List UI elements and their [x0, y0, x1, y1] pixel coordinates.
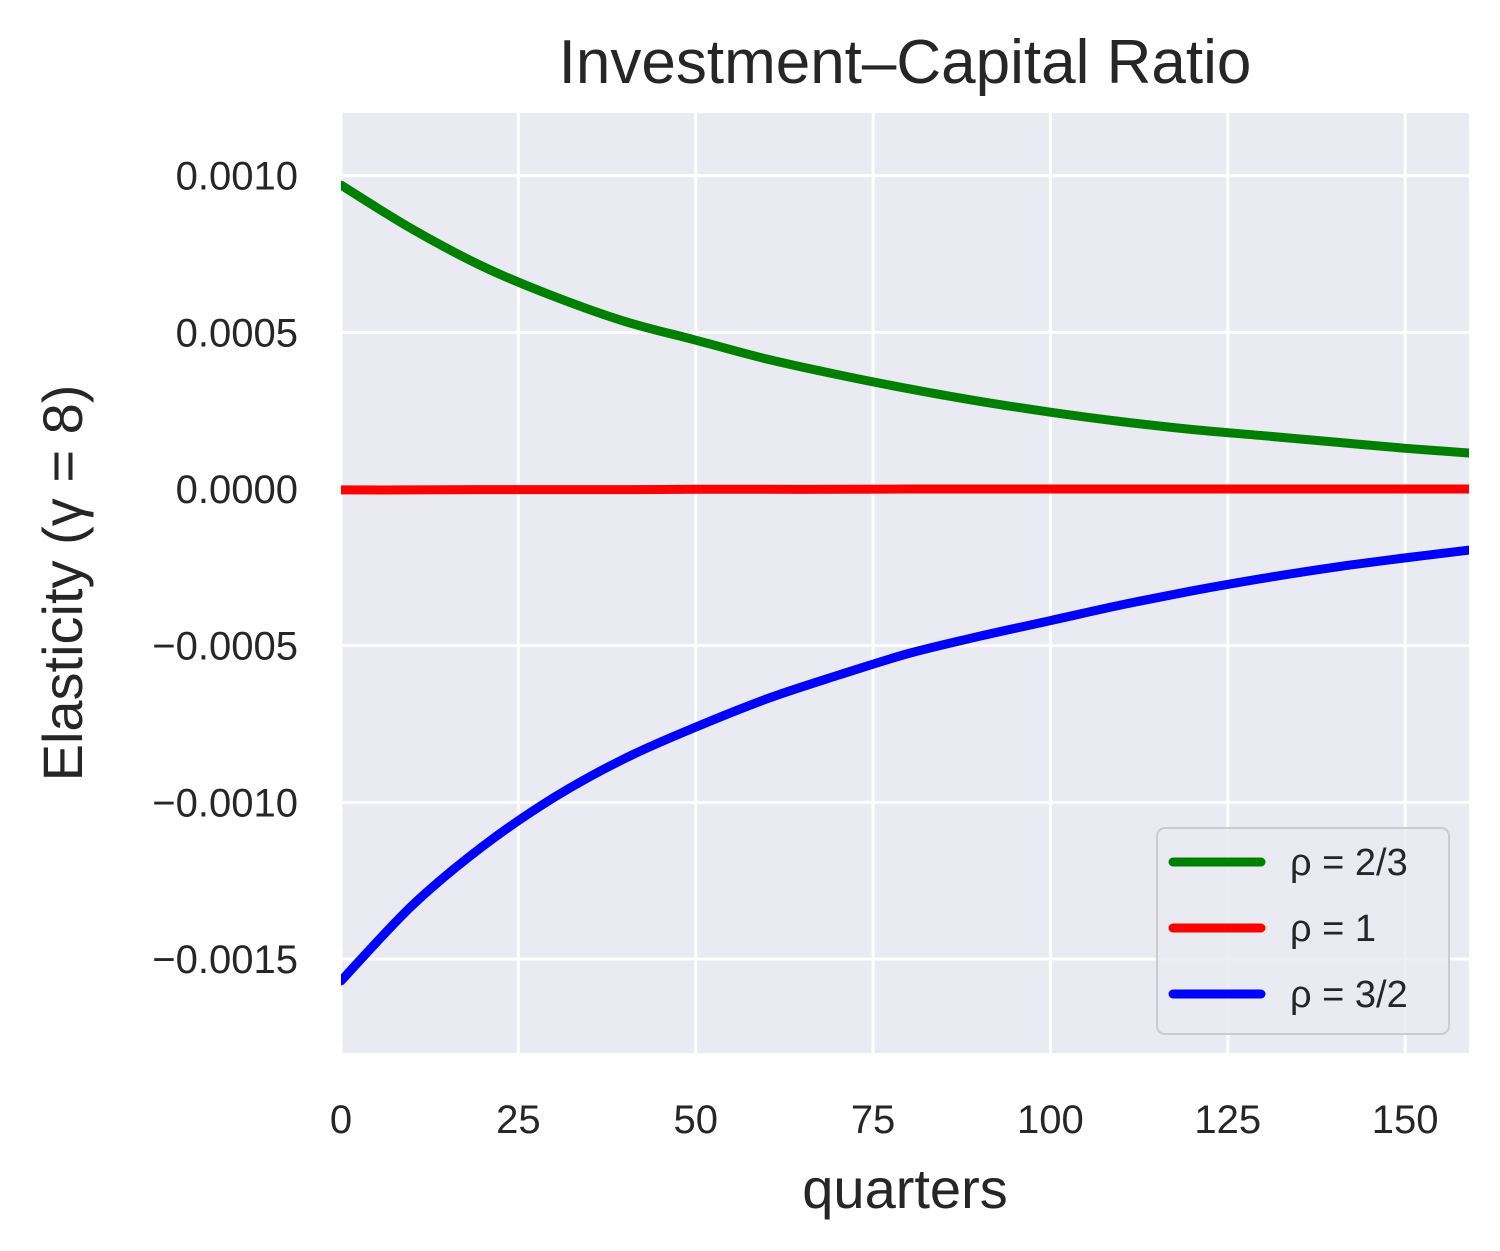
x-axis-label: quarters [802, 1157, 1007, 1220]
y-axis-ticks: 0.0010 0.0005 0.0000 −0.0005 −0.0010 −0.0015 [152, 155, 298, 982]
x-tick-label: 125 [1194, 1098, 1261, 1142]
chart-title: Investment–Capital Ratio [559, 28, 1252, 97]
y-tick-label: −0.0015 [152, 938, 298, 982]
y-tick-label: −0.0010 [152, 781, 298, 825]
y-tick-label: 0.0010 [176, 155, 298, 199]
series-line-rho-2-3 [341, 180, 1469, 458]
y-tick-label: 0.0005 [176, 311, 298, 355]
y-axis-label: Elasticity (γ = 8) [31, 385, 94, 782]
x-tick-label: 75 [851, 1098, 896, 1142]
x-tick-label: 150 [1372, 1098, 1439, 1142]
x-tick-label: 25 [496, 1098, 541, 1142]
series-lines [341, 180, 1469, 986]
y-tick-label: −0.0005 [152, 625, 298, 669]
legend: ρ = 2/3 ρ = 1 ρ = 3/2 [1156, 827, 1450, 1035]
x-tick-label: 100 [1017, 1098, 1084, 1142]
x-axis-ticks: 0 25 50 75 100 125 150 [330, 1098, 1439, 1142]
y-tick-label: 0.0000 [176, 468, 298, 512]
series-line-rho-1 [341, 484, 1469, 495]
legend-label-rho-1: ρ = 1 [1290, 908, 1376, 950]
x-tick-label: 0 [330, 1098, 352, 1142]
series-line-rho-3-2 [341, 545, 1469, 986]
legend-label-rho-3-2: ρ = 3/2 [1290, 974, 1408, 1016]
x-tick-label: 50 [673, 1098, 718, 1142]
legend-label-rho-2-3: ρ = 2/3 [1290, 842, 1408, 884]
legend-box [1156, 827, 1450, 1035]
